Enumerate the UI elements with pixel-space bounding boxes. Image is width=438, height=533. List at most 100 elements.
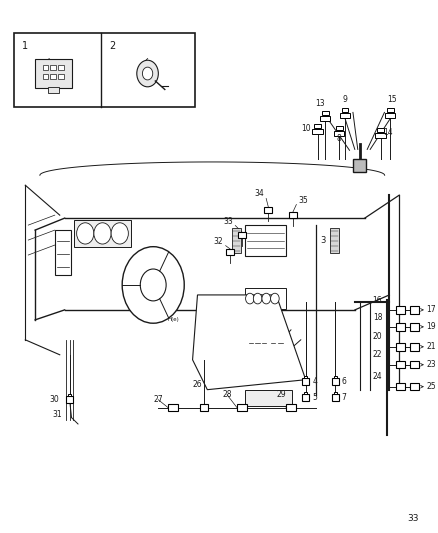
Bar [168, 404, 178, 411]
Bar [66, 396, 74, 403]
Circle shape [111, 223, 128, 244]
Bar [245, 225, 286, 256]
Text: 31: 31 [53, 410, 62, 419]
Bar [68, 394, 71, 396]
Text: 20: 20 [373, 333, 382, 342]
Bar [410, 323, 419, 330]
Text: H(e): H(e) [167, 317, 179, 322]
Text: 23: 23 [427, 360, 436, 369]
Bar [387, 108, 394, 112]
Text: 18: 18 [373, 312, 382, 321]
Bar [330, 228, 339, 253]
Circle shape [262, 293, 271, 304]
Bar [375, 133, 385, 138]
Bar [396, 361, 405, 368]
Text: 10: 10 [301, 124, 311, 133]
Bar [377, 127, 384, 132]
Bar [385, 113, 396, 118]
Bar [320, 116, 330, 121]
Bar [286, 404, 296, 411]
Bar [50, 74, 56, 79]
Circle shape [94, 223, 111, 244]
Bar [342, 108, 349, 112]
Bar [353, 159, 366, 172]
Bar [58, 74, 64, 79]
Text: 29: 29 [276, 390, 286, 399]
Bar [314, 124, 321, 128]
Bar [42, 74, 48, 79]
Bar [55, 230, 71, 275]
Text: 14: 14 [384, 128, 393, 137]
Bar [245, 330, 286, 346]
Text: 24: 24 [373, 373, 382, 382]
Text: 3: 3 [321, 236, 326, 245]
Text: 34: 34 [254, 189, 264, 198]
Text: 25: 25 [427, 382, 436, 391]
Bar [332, 378, 339, 385]
Circle shape [137, 60, 159, 87]
Text: 17: 17 [427, 305, 436, 314]
Bar [334, 376, 337, 378]
Polygon shape [193, 295, 306, 390]
Text: 27: 27 [153, 395, 163, 404]
Bar [245, 390, 292, 406]
Circle shape [140, 269, 166, 301]
Text: 8: 8 [337, 134, 342, 143]
Circle shape [271, 293, 279, 304]
Bar [245, 288, 286, 309]
Bar [42, 65, 48, 70]
Bar [334, 131, 344, 136]
Bar [340, 113, 350, 118]
Bar [50, 65, 56, 70]
Text: 30: 30 [49, 395, 59, 404]
Bar [74, 220, 131, 247]
Text: 28: 28 [222, 390, 232, 399]
Bar [410, 361, 419, 368]
Circle shape [246, 293, 254, 304]
Text: 4: 4 [312, 377, 317, 386]
Bar [237, 404, 247, 411]
Text: 21: 21 [427, 342, 436, 351]
Bar [396, 383, 405, 390]
Bar [14, 33, 194, 107]
Text: 32: 32 [214, 237, 223, 246]
Bar [304, 376, 307, 378]
Bar [304, 392, 307, 394]
Bar [336, 125, 343, 131]
Bar [238, 232, 246, 238]
Circle shape [122, 247, 184, 323]
Circle shape [253, 293, 262, 304]
Text: 6: 6 [342, 377, 346, 386]
Text: 33: 33 [407, 514, 419, 523]
Bar [302, 394, 309, 401]
Text: 15: 15 [388, 95, 397, 104]
Circle shape [142, 67, 153, 80]
Text: 7: 7 [342, 393, 346, 402]
Bar [410, 383, 419, 390]
Bar [302, 378, 309, 385]
Bar [289, 212, 297, 219]
Bar [396, 343, 405, 351]
Text: 35: 35 [298, 196, 308, 205]
Text: 1: 1 [22, 41, 28, 51]
Text: 19: 19 [427, 322, 436, 332]
Text: 13: 13 [316, 100, 325, 108]
Bar [322, 110, 329, 116]
Text: 9: 9 [343, 95, 347, 104]
Bar [334, 392, 337, 394]
Text: 26: 26 [193, 380, 202, 389]
Bar [410, 306, 419, 313]
Bar [396, 323, 405, 330]
Bar [245, 355, 286, 368]
Bar [396, 306, 405, 313]
Text: 5: 5 [312, 393, 317, 402]
Bar [58, 65, 64, 70]
Bar [410, 343, 419, 351]
Bar [332, 394, 339, 401]
Text: 2: 2 [109, 41, 115, 51]
Bar [201, 404, 208, 411]
Bar [312, 129, 322, 134]
Text: 33: 33 [223, 216, 233, 225]
Circle shape [77, 223, 94, 244]
Text: 16: 16 [373, 296, 382, 304]
